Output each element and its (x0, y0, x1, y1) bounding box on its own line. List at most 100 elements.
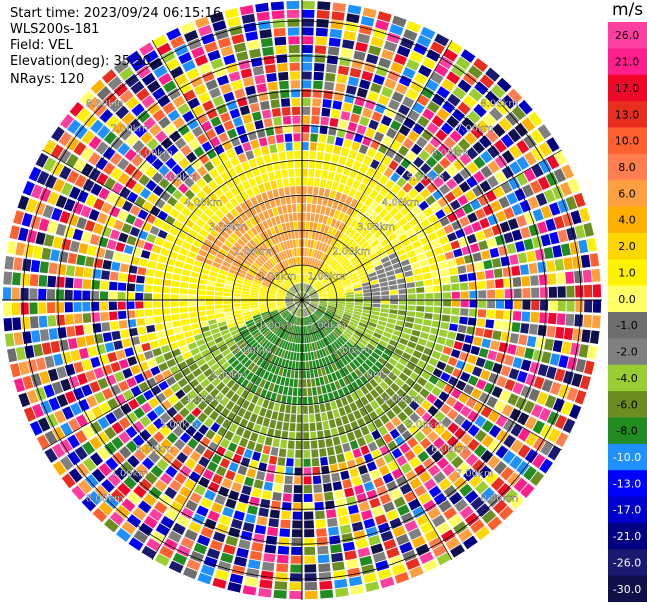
velocity-gate (439, 443, 452, 456)
velocity-gate (102, 146, 116, 160)
velocity-gate (289, 423, 296, 432)
velocity-gate (281, 395, 287, 404)
velocity-gate (344, 22, 358, 32)
velocity-gate (451, 186, 464, 198)
velocity-gate (368, 441, 378, 452)
velocity-gate (302, 142, 309, 151)
velocity-gate (398, 289, 407, 294)
velocity-gate (254, 175, 263, 185)
velocity-gate (250, 341, 259, 350)
velocity-gate (319, 329, 326, 338)
velocity-gate (399, 337, 409, 346)
velocity-gate (274, 429, 282, 439)
velocity-gate (253, 533, 265, 544)
velocity-gate (296, 352, 300, 361)
velocity-gate (244, 513, 257, 524)
velocity-gate (249, 48, 262, 59)
velocity-gate (324, 337, 331, 345)
velocity-gate (297, 335, 301, 344)
velocity-gate (290, 306, 297, 313)
velocity-gate (225, 389, 235, 400)
velocity-gate (480, 449, 494, 463)
velocity-gate (308, 352, 312, 361)
velocity-gate (211, 156, 222, 167)
velocity-gate (419, 259, 429, 267)
velocity-gate (82, 279, 92, 289)
velocity-gate (332, 390, 340, 400)
velocity-gate (258, 300, 267, 303)
velocity-gate (492, 330, 502, 341)
velocity-gate (475, 357, 486, 368)
velocity-gate (366, 147, 377, 158)
velocity-gate (350, 584, 365, 595)
velocity-gate (244, 347, 253, 356)
velocity-gate (387, 440, 398, 452)
velocity-gate (303, 317, 305, 326)
velocity-gate (115, 349, 126, 360)
velocity-gate (207, 461, 218, 473)
velocity-gate (172, 413, 184, 425)
velocity-gate (400, 157, 412, 169)
velocity-gate (275, 327, 282, 335)
velocity-gate (431, 93, 445, 106)
velocity-gate (507, 88, 523, 104)
velocity-gate (285, 300, 294, 302)
velocity-gate (307, 287, 314, 294)
velocity-gate (198, 92, 211, 104)
velocity-gate (183, 89, 196, 102)
velocity-gate (507, 393, 519, 406)
velocity-gate (424, 312, 433, 320)
velocity-gate (73, 141, 87, 156)
velocity-gate (35, 357, 47, 371)
velocity-gate (308, 289, 316, 295)
velocity-gate (222, 506, 234, 518)
velocity-gate (384, 107, 396, 119)
velocity-gate (500, 134, 514, 148)
velocity-gate (38, 288, 47, 300)
velocity-gate (361, 241, 370, 250)
velocity-gate (287, 204, 292, 213)
velocity-gate (429, 263, 439, 272)
velocity-gate (286, 313, 292, 321)
velocity-gate (393, 53, 407, 66)
velocity-gate (495, 445, 509, 459)
velocity-gate (168, 394, 179, 405)
velocity-gate (366, 325, 376, 332)
velocity-gate (264, 436, 273, 446)
velocity-gate (184, 235, 195, 244)
velocity-gate (304, 564, 317, 573)
velocity-gate (180, 537, 195, 550)
velocity-gate (316, 422, 323, 431)
velocity-gate (160, 399, 172, 411)
velocity-gate (200, 268, 210, 275)
colorbar-swatch (608, 391, 647, 418)
velocity-gate (159, 412, 171, 424)
velocity-gate (222, 333, 232, 340)
velocity-gate (277, 143, 285, 152)
velocity-gate (275, 421, 283, 430)
velocity-gate (56, 393, 69, 408)
velocity-gate (381, 115, 392, 127)
velocity-gate (267, 333, 275, 341)
velocity-gate (278, 339, 285, 348)
velocity-gate (329, 259, 337, 267)
velocity-gate (314, 169, 322, 178)
velocity-gate (409, 356, 420, 365)
velocity-gate (293, 316, 297, 325)
velocity-gate (133, 485, 147, 499)
velocity-gate (80, 146, 94, 161)
velocity-gate (303, 414, 309, 423)
velocity-gate (170, 458, 183, 471)
velocity-gate (361, 564, 375, 575)
velocity-gate (288, 249, 293, 258)
velocity-gate (501, 94, 516, 110)
velocity-gate (288, 168, 295, 178)
velocity-gate (330, 382, 337, 392)
velocity-gate (215, 282, 225, 288)
velocity-gate (328, 322, 336, 329)
velocity-gate (272, 346, 278, 355)
velocity-gate (328, 301, 337, 304)
velocity-gate (325, 72, 336, 82)
velocity-gate (329, 208, 336, 218)
velocity-gate (151, 244, 162, 254)
